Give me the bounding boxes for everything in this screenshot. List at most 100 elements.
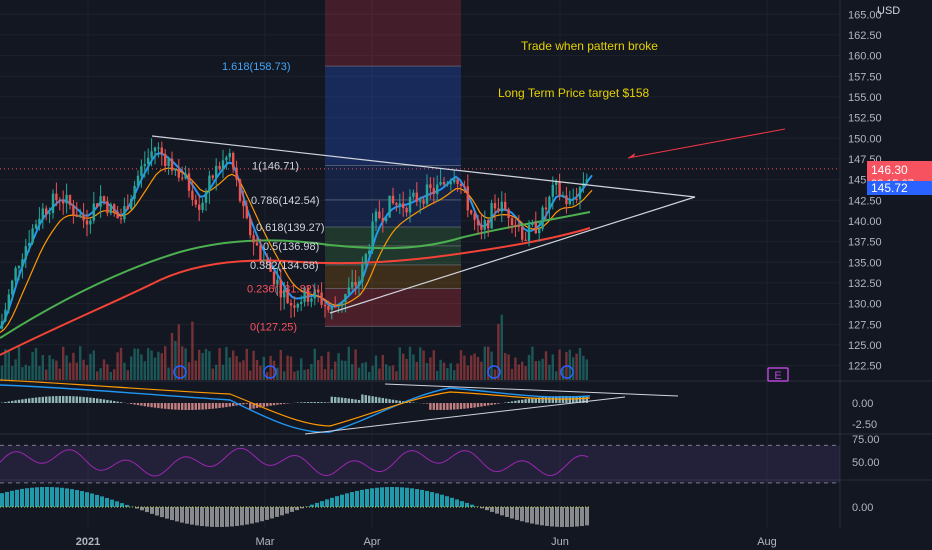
volume-bar (130, 356, 133, 380)
volume-bar (157, 351, 160, 380)
candle-body (446, 184, 449, 186)
macd-histogram-bar (327, 402, 330, 403)
candle-body (391, 195, 395, 204)
volume-bar (85, 365, 89, 380)
candle-body (245, 206, 248, 219)
candle-body (449, 182, 452, 185)
osc-bar (485, 507, 489, 511)
volume-bar (150, 350, 153, 380)
macd-histogram-bar (371, 396, 374, 403)
candle-body (143, 164, 146, 167)
candle-body (262, 259, 265, 261)
osc-bar (240, 507, 244, 526)
macd-histogram-bar (381, 398, 384, 403)
osc-bar (565, 507, 569, 527)
osc-bar (275, 507, 279, 517)
candle-body (476, 219, 480, 226)
osc-bar (60, 487, 64, 507)
price-tick-label: 162.50 (848, 30, 882, 42)
macd-histogram-bar (476, 403, 480, 408)
volume-bar (558, 349, 561, 380)
macd-histogram-bar (48, 396, 51, 403)
osc-bar (560, 507, 564, 527)
volume-bar (585, 359, 588, 380)
price-tick-label: 150.00 (848, 133, 882, 145)
candle-body (276, 279, 279, 285)
macd-pane (0, 379, 679, 435)
candle-body (184, 173, 187, 179)
osc-bar (150, 507, 154, 514)
time-axis[interactable]: 2021 Mar Apr Jun Aug (76, 536, 777, 548)
macd-histogram-bar (41, 396, 44, 403)
volume-bar (510, 368, 514, 380)
macd-histogram-bar (252, 403, 255, 409)
osc-bar (525, 507, 529, 523)
time-tick-label: 2021 (76, 536, 100, 548)
candle-body (296, 303, 299, 308)
candle-body (286, 289, 289, 304)
volume-bar (368, 371, 371, 380)
price-tick-label: 152.50 (848, 113, 882, 125)
triangle-lower-line[interactable] (329, 196, 696, 314)
rsi-tick-label: 75.00 (852, 434, 880, 446)
candle-body (92, 203, 95, 221)
candle-body (201, 202, 204, 210)
volume-bar (164, 346, 167, 380)
candle-body (313, 289, 316, 299)
osc-bar (325, 499, 329, 507)
osc-bar (140, 507, 144, 511)
macd-histogram-bar (548, 396, 551, 403)
macd-histogram-bar (140, 403, 143, 406)
volume-bar (96, 371, 99, 380)
macd-histogram-bar (21, 399, 24, 403)
target-arrow-line[interactable] (627, 128, 786, 159)
osc-bar (555, 507, 559, 527)
macd-histogram-bar (344, 398, 347, 403)
volume-bar (548, 364, 551, 380)
triangle-upper-line[interactable] (151, 135, 696, 198)
macd-histogram-bar (279, 403, 282, 405)
candle-body (337, 306, 340, 308)
candle-body (221, 160, 225, 169)
osc-bar (400, 487, 404, 507)
macd-histogram-bar (572, 396, 575, 403)
price-tick-label: 155.00 (848, 92, 882, 104)
osc-bar (490, 507, 494, 512)
osc-bar (85, 492, 89, 507)
price-tick-label: 142.50 (848, 195, 882, 207)
macd-histogram-bar (170, 403, 174, 410)
osc-bar (265, 507, 269, 520)
candle-body (228, 153, 231, 158)
volume-bar (136, 348, 140, 380)
macd-histogram-bar (99, 398, 102, 403)
osc-bar (145, 507, 149, 513)
macd-histogram-bar (364, 395, 367, 403)
arrow-head-icon (628, 153, 635, 158)
volume-bar (395, 371, 398, 380)
macd-histogram-bar (538, 397, 541, 403)
fib-level-label: 0.5(136.98) (263, 241, 319, 253)
price-tick-label: 140.00 (848, 216, 882, 228)
volume-bar (11, 365, 14, 380)
candle-body (442, 181, 446, 185)
volume-bar (218, 348, 221, 380)
fib-level-label: 0.382(134.68) (250, 260, 319, 272)
osc-bar (185, 507, 189, 524)
candle-body (405, 207, 408, 213)
macd-histogram-bar (72, 396, 75, 403)
volume-bar (303, 369, 306, 380)
price-axis[interactable]: 165.00 162.50 160.00 157.50 155.00 152.50 150.… (848, 9, 882, 514)
candle-body (65, 194, 68, 204)
time-tick-label: Aug (757, 536, 777, 548)
candle-body (351, 281, 354, 288)
osc-bar (355, 490, 359, 507)
candle-body (388, 195, 391, 218)
volume-bar (354, 349, 357, 380)
candle-body (72, 205, 75, 215)
osc-bar (115, 501, 119, 507)
volume-bar (89, 353, 92, 380)
osc-bar (30, 487, 34, 507)
earnings-marker[interactable]: E (767, 367, 789, 382)
candle-body (242, 200, 245, 207)
